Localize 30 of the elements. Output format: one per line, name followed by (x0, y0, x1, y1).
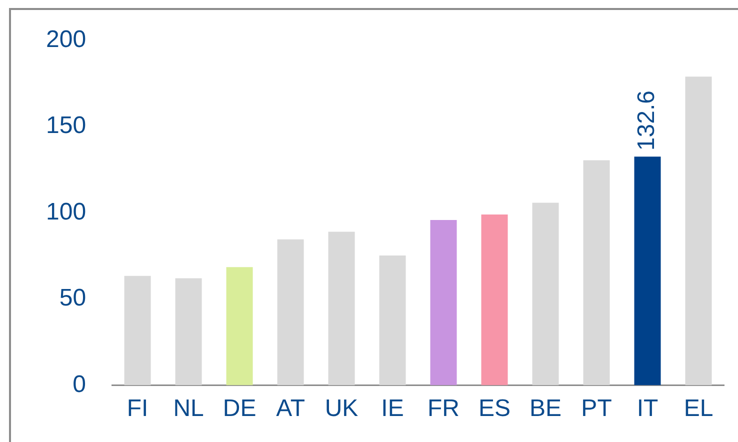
data-label: 132.6 (633, 90, 660, 151)
bar (379, 256, 406, 386)
bar (685, 76, 712, 386)
x-tick-label: IE (381, 395, 404, 422)
y-tick-label: 200 (46, 26, 86, 54)
x-tick-label: ES (478, 395, 511, 422)
x-tick-label: UK (324, 395, 358, 422)
bar (277, 239, 304, 386)
y-tick-label: 100 (46, 198, 86, 226)
x-tick-label: FI (126, 395, 148, 422)
bar (175, 278, 202, 386)
y-tick-label: 0 (72, 370, 86, 398)
x-tick-label: AT (276, 395, 306, 422)
x-tick-label: DE (222, 395, 256, 422)
x-tick-label: BE (530, 395, 562, 422)
x-tick-label: EL (684, 395, 714, 422)
bar (430, 220, 457, 386)
y-tick-label: 150 (46, 112, 86, 140)
bar (583, 160, 610, 386)
x-tick-label: IT (636, 395, 659, 422)
bar (481, 214, 508, 386)
bar (226, 267, 253, 386)
y-tick-label: 50 (59, 284, 86, 312)
x-tick-label: NL (173, 395, 204, 422)
x-tick-label: FR (428, 395, 460, 422)
x-tick-label: PT (581, 395, 612, 422)
bar (532, 202, 559, 386)
bar (124, 276, 151, 386)
bar (634, 156, 661, 386)
bar (328, 232, 355, 386)
